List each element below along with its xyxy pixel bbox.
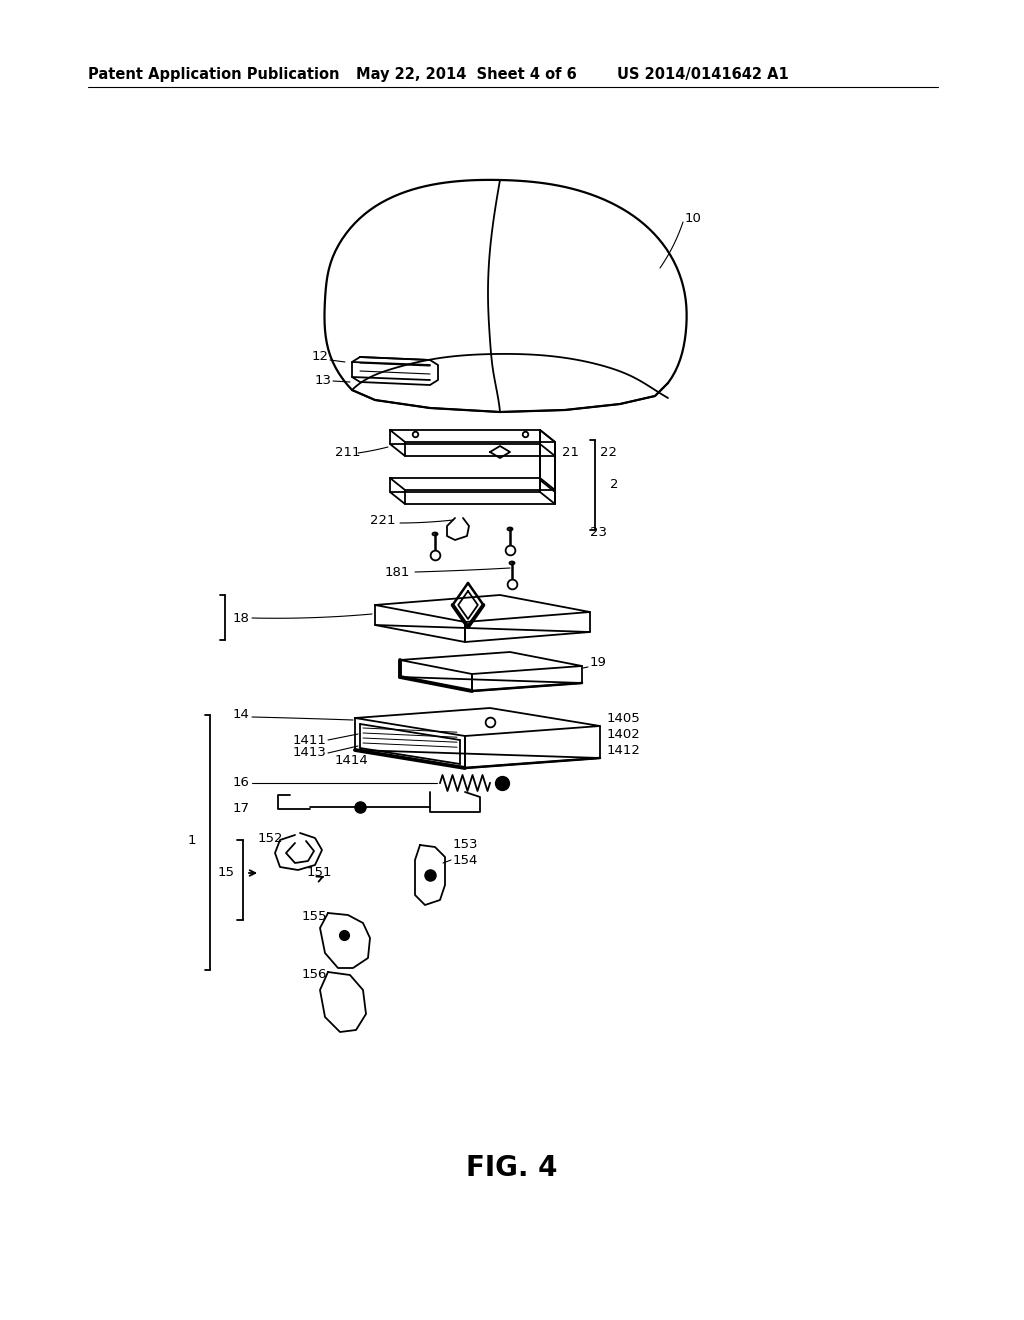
Text: 156: 156 [302,969,328,982]
Text: 12: 12 [312,351,329,363]
Text: 1414: 1414 [335,754,369,767]
Text: Patent Application Publication: Patent Application Publication [88,66,340,82]
Text: 211: 211 [335,446,360,459]
Text: 15: 15 [218,866,234,879]
Text: May 22, 2014  Sheet 4 of 6: May 22, 2014 Sheet 4 of 6 [356,66,577,82]
Text: 10: 10 [685,211,701,224]
Text: 14: 14 [233,709,250,722]
Text: 19: 19 [590,656,607,669]
Text: 1413: 1413 [293,747,327,759]
Text: 153: 153 [453,838,478,851]
Text: 23: 23 [590,527,607,540]
Text: 1: 1 [188,833,197,846]
Text: 155: 155 [302,909,328,923]
Text: 221: 221 [370,513,395,527]
Text: 21: 21 [562,446,579,458]
Text: 16: 16 [233,776,250,789]
Text: 13: 13 [315,374,332,387]
Text: 1402: 1402 [607,729,641,742]
Text: 181: 181 [385,565,411,578]
Text: 1405: 1405 [607,711,641,725]
Text: FIG. 4: FIG. 4 [466,1154,558,1181]
Text: 1411: 1411 [293,734,327,747]
Text: 18: 18 [233,611,250,624]
Text: US 2014/0141642 A1: US 2014/0141642 A1 [617,66,788,82]
Text: 152: 152 [258,832,284,845]
Text: 17: 17 [233,801,250,814]
Text: 22: 22 [600,446,617,458]
Text: 151: 151 [307,866,333,879]
Text: 1412: 1412 [607,743,641,756]
Text: 2: 2 [610,479,618,491]
Text: 154: 154 [453,854,478,866]
